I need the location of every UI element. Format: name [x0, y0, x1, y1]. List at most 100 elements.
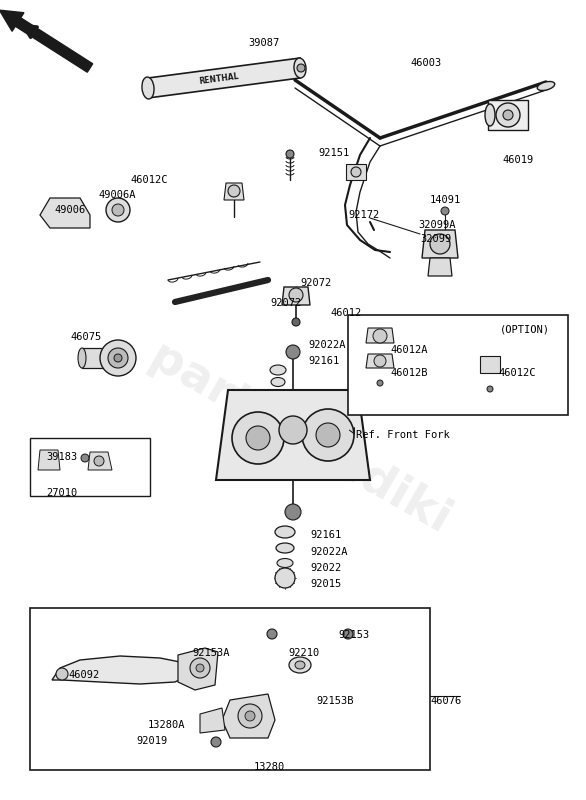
- Polygon shape: [346, 164, 366, 180]
- Text: 92022: 92022: [310, 563, 341, 573]
- Polygon shape: [422, 230, 458, 258]
- Ellipse shape: [270, 365, 286, 375]
- Polygon shape: [366, 328, 394, 343]
- Circle shape: [56, 668, 68, 680]
- Circle shape: [246, 426, 270, 450]
- Circle shape: [196, 664, 204, 672]
- Circle shape: [279, 416, 307, 444]
- Text: 14091: 14091: [430, 195, 461, 205]
- Circle shape: [503, 110, 513, 120]
- Text: 92072: 92072: [270, 298, 301, 308]
- Circle shape: [374, 355, 386, 367]
- Text: 32099A: 32099A: [418, 220, 455, 230]
- Text: 46019: 46019: [502, 155, 533, 165]
- Polygon shape: [282, 287, 310, 305]
- Circle shape: [373, 329, 387, 343]
- Text: 46012A: 46012A: [390, 345, 428, 355]
- Text: 92022A: 92022A: [308, 340, 346, 350]
- Circle shape: [377, 360, 383, 366]
- Text: 46012B: 46012B: [390, 368, 428, 378]
- Text: 92172: 92172: [348, 210, 379, 220]
- Polygon shape: [366, 354, 394, 368]
- Text: 39087: 39087: [248, 38, 280, 48]
- Text: 46092: 46092: [68, 670, 99, 680]
- Circle shape: [100, 340, 136, 376]
- Polygon shape: [428, 258, 452, 276]
- Polygon shape: [178, 648, 218, 690]
- Text: 46076: 46076: [430, 696, 461, 706]
- Ellipse shape: [289, 657, 311, 673]
- Circle shape: [238, 704, 262, 728]
- Ellipse shape: [275, 526, 295, 538]
- Text: 92153B: 92153B: [316, 696, 353, 706]
- Text: 13280: 13280: [254, 762, 285, 772]
- Text: partsRendiki: partsRendiki: [141, 335, 458, 545]
- Circle shape: [285, 504, 301, 520]
- Text: 13280A: 13280A: [148, 720, 186, 730]
- Text: 46012C: 46012C: [498, 368, 536, 378]
- Ellipse shape: [271, 378, 285, 386]
- Circle shape: [94, 456, 104, 466]
- Circle shape: [108, 348, 128, 368]
- Circle shape: [190, 658, 210, 678]
- Circle shape: [245, 711, 255, 721]
- Text: Ref. Front Fork: Ref. Front Fork: [356, 430, 449, 440]
- Circle shape: [487, 386, 493, 392]
- Circle shape: [286, 345, 300, 359]
- Circle shape: [496, 103, 520, 127]
- Text: RENTHAL: RENTHAL: [199, 72, 240, 86]
- Text: 92153A: 92153A: [192, 648, 230, 658]
- Bar: [348, 315, 568, 415]
- Text: (OPTION): (OPTION): [500, 325, 550, 335]
- Ellipse shape: [485, 104, 495, 126]
- Text: 92015: 92015: [310, 579, 341, 589]
- Polygon shape: [224, 183, 244, 200]
- Text: 32099: 32099: [420, 234, 451, 244]
- Circle shape: [297, 64, 305, 72]
- Polygon shape: [52, 656, 185, 684]
- Circle shape: [106, 198, 130, 222]
- Text: 49006: 49006: [54, 205, 85, 215]
- Text: 92022A: 92022A: [310, 547, 347, 557]
- Polygon shape: [216, 390, 370, 480]
- Polygon shape: [222, 694, 275, 738]
- Polygon shape: [38, 450, 60, 470]
- Text: 27010: 27010: [46, 488, 77, 498]
- Bar: [488, 100, 528, 130]
- Ellipse shape: [277, 558, 293, 567]
- Text: 46012C: 46012C: [131, 175, 168, 185]
- Circle shape: [112, 204, 124, 216]
- Text: 92161: 92161: [310, 530, 341, 540]
- Polygon shape: [40, 198, 90, 228]
- Ellipse shape: [537, 82, 555, 90]
- Circle shape: [292, 318, 300, 326]
- Text: 92161: 92161: [308, 356, 339, 366]
- Polygon shape: [148, 58, 300, 98]
- Circle shape: [267, 629, 277, 639]
- Text: 92019: 92019: [136, 736, 167, 746]
- Circle shape: [441, 207, 449, 215]
- Circle shape: [316, 423, 340, 447]
- Text: 92153: 92153: [338, 630, 369, 640]
- Circle shape: [289, 288, 303, 302]
- Text: 46075: 46075: [70, 332, 101, 342]
- Circle shape: [286, 150, 294, 158]
- Circle shape: [351, 167, 361, 177]
- Bar: [30, 438, 150, 496]
- Text: 49006A: 49006A: [98, 190, 135, 200]
- FancyArrow shape: [0, 10, 93, 72]
- Circle shape: [81, 454, 89, 462]
- Circle shape: [343, 629, 353, 639]
- Circle shape: [430, 234, 450, 254]
- Circle shape: [114, 354, 122, 362]
- Circle shape: [275, 568, 295, 588]
- Text: 39183: 39183: [46, 452, 77, 462]
- Polygon shape: [88, 452, 112, 470]
- Text: 46003: 46003: [410, 58, 441, 68]
- Polygon shape: [480, 356, 500, 373]
- Text: 92151: 92151: [318, 148, 349, 158]
- Bar: [82, 348, 110, 368]
- Circle shape: [232, 412, 284, 464]
- Text: 46012: 46012: [330, 308, 361, 318]
- Text: 92072: 92072: [300, 278, 331, 288]
